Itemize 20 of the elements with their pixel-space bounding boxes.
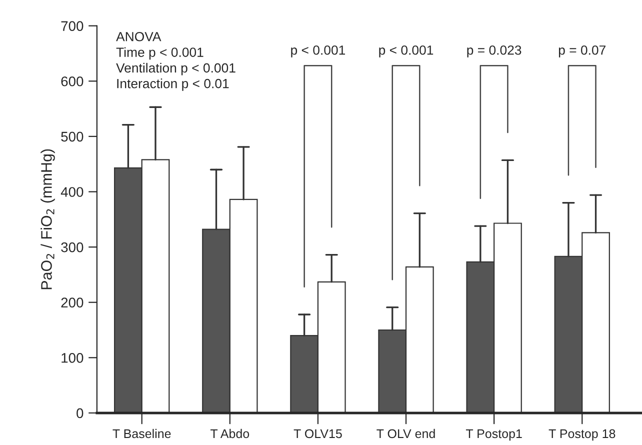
x-tick-label: T Postop 18: [548, 429, 616, 441]
y-tick-label: 200: [61, 298, 84, 308]
x-tick-label: T Baseline: [112, 428, 171, 438]
annotation: p < 0.001: [291, 45, 346, 58]
annotation: p = 0.023: [467, 45, 522, 58]
x-tick-label: T OLV end: [376, 428, 435, 438]
y-tick-label: 0: [76, 408, 84, 418]
y-axis-title: PaO$_{2}$ / FiO$_{2}$ (mmHg): [40, 149, 55, 290]
y-tick-label: 600: [61, 76, 84, 86]
annotation: ANOVA Time p < 0.001 Ventilation p < 0.001 Interaction p < 0.01: [116, 32, 236, 91]
annotation: p < 0.001: [379, 45, 434, 58]
x-tick-label: T OLV15: [294, 429, 342, 438]
x-tick-label: T Abdo: [210, 428, 250, 438]
y-tick-label: 500: [61, 132, 84, 142]
x-tick-label: T Postop1: [466, 429, 522, 441]
y-tick-label: 400: [60, 187, 84, 197]
y-tick-label: 700: [61, 21, 84, 31]
annotation: p = 0.07: [558, 45, 606, 58]
y-tick-label: 300: [61, 242, 84, 252]
y-tick-label: 100: [62, 352, 84, 363]
